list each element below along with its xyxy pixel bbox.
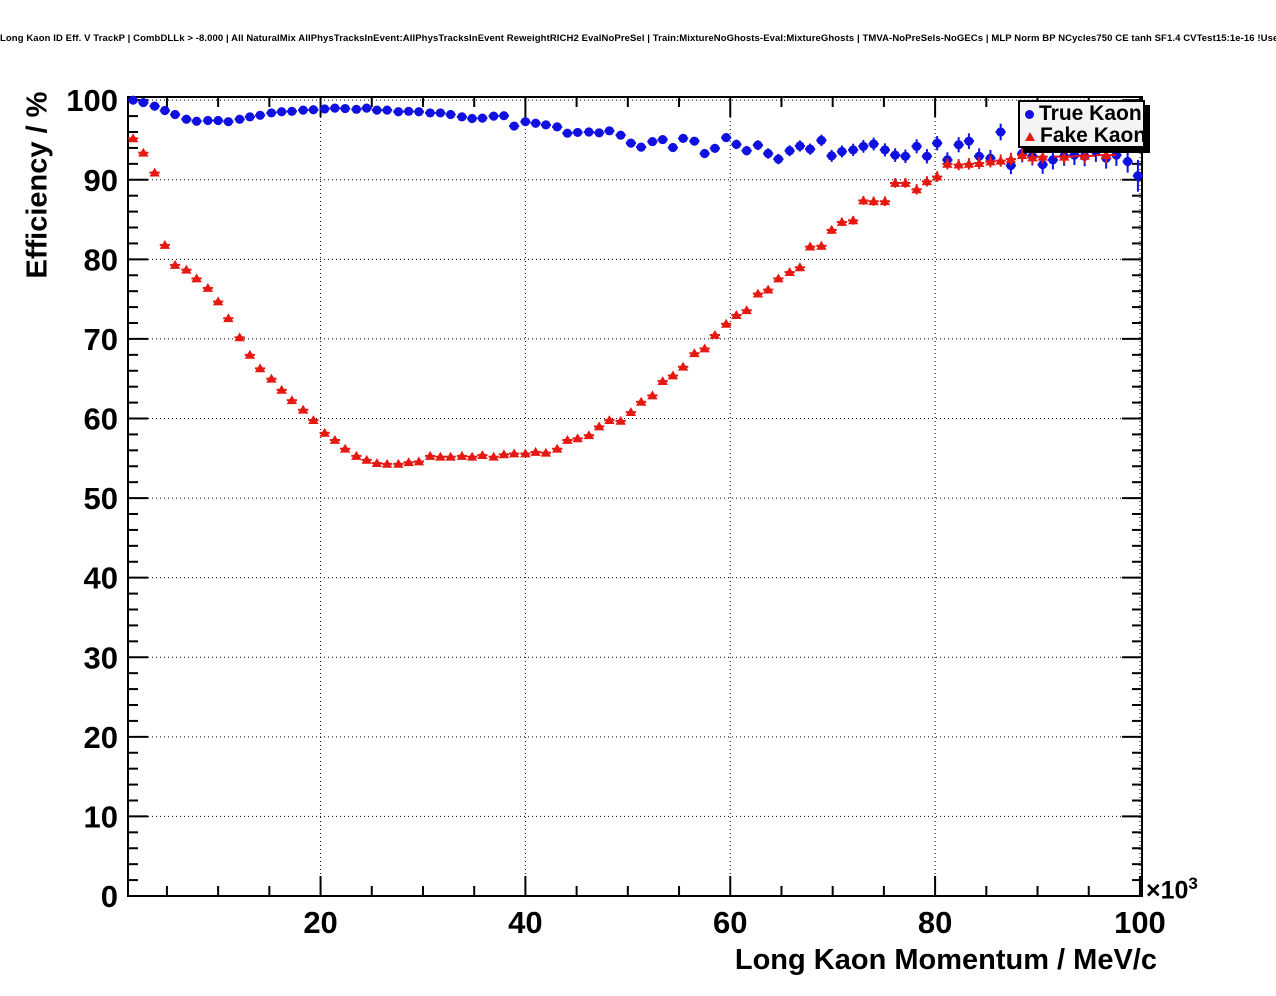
- plot-title: Long Kaon ID Eff. V TrackP | CombDLLk > …: [0, 33, 1276, 44]
- legend: True Kaon Fake Kaon: [1018, 100, 1147, 148]
- gridlines: [128, 97, 1142, 896]
- svg-text:90: 90: [84, 163, 118, 198]
- data-series: [127, 95, 1144, 468]
- svg-text:40: 40: [508, 905, 542, 940]
- svg-text:10: 10: [84, 799, 118, 834]
- true-kaon-marker-icon: [1025, 109, 1034, 119]
- svg-text:40: 40: [84, 561, 118, 596]
- svg-text:70: 70: [84, 322, 118, 357]
- fake-kaon-marker-icon: [1025, 131, 1035, 141]
- x-scale-exponent: 3: [1188, 874, 1198, 893]
- legend-entry-true-kaon: True Kaon: [1025, 103, 1143, 125]
- series-true-kaon: [128, 95, 1144, 192]
- svg-text:20: 20: [84, 720, 118, 755]
- axis-tick-labels: 20 40 60 80 100 0 10 20 30 40 50 60 70 80 90 100: [66, 83, 1166, 940]
- svg-text:30: 30: [84, 640, 118, 675]
- svg-text:20: 20: [303, 905, 337, 940]
- plot-frame: [127, 96, 1143, 897]
- x-axis-title: Long Kaon Momentum / MeV/c: [734, 944, 1157, 976]
- svg-text:0: 0: [101, 879, 118, 914]
- svg-text:80: 80: [918, 905, 952, 940]
- legend-label-true-kaon: True Kaon: [1039, 102, 1142, 125]
- legend-label-fake-kaon: Fake Kaon: [1040, 124, 1147, 147]
- x-scale-mantissa: ×10: [1146, 876, 1189, 905]
- svg-text:60: 60: [84, 402, 118, 437]
- svg-text:50: 50: [84, 481, 118, 516]
- svg-text:100: 100: [66, 83, 118, 118]
- svg-text:80: 80: [84, 242, 118, 277]
- legend-entry-fake-kaon: Fake Kaon: [1025, 124, 1147, 147]
- axis-ticks: [128, 97, 1142, 896]
- svg-text:100: 100: [1114, 905, 1166, 940]
- svg-text:60: 60: [713, 905, 747, 940]
- series-fake-kaon: [127, 133, 1117, 468]
- y-axis-title-text: Efficiency / %: [21, 91, 54, 279]
- x-axis-scale-note: ×103: [1146, 874, 1198, 905]
